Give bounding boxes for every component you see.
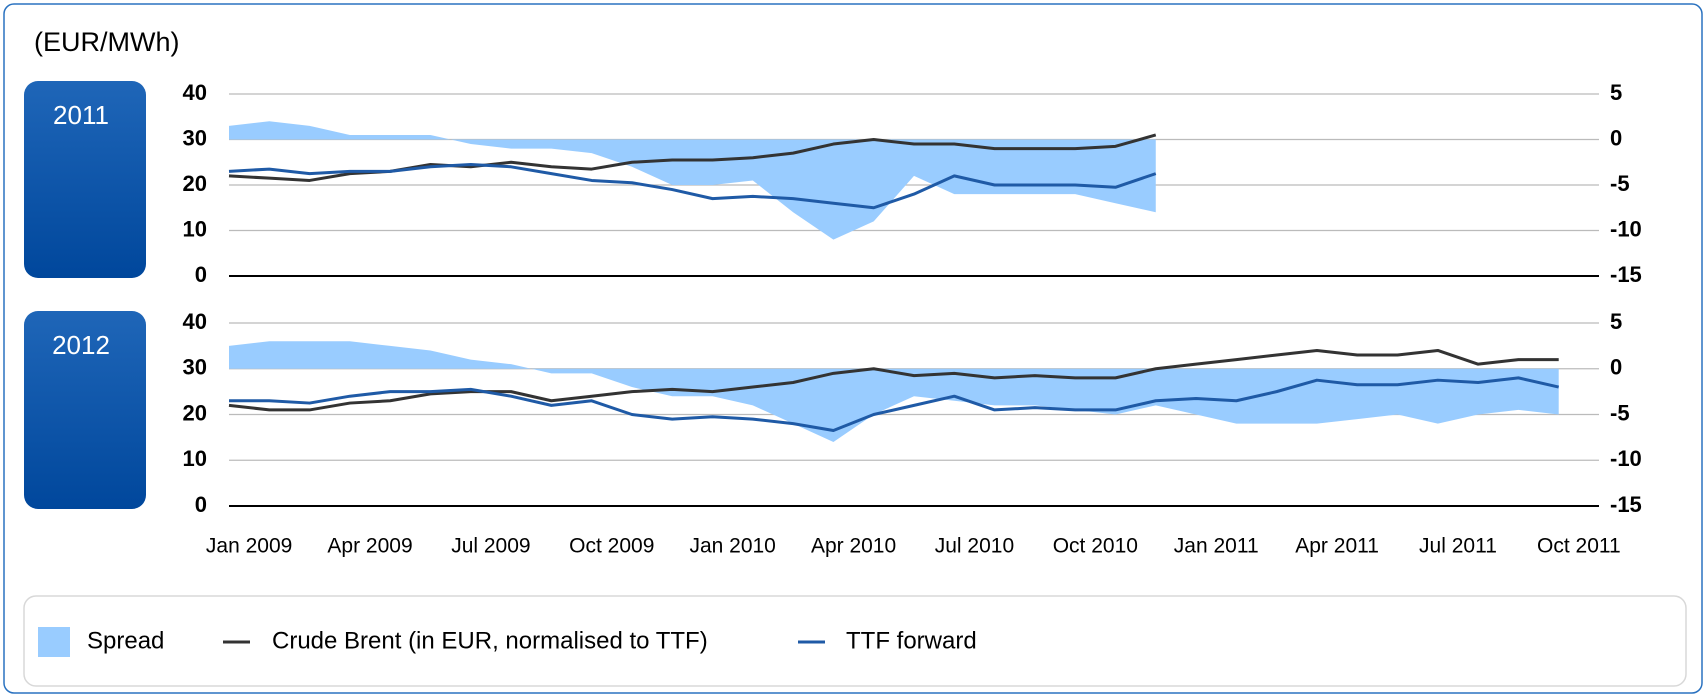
x-tick-label: Jul 2010 xyxy=(935,535,1014,558)
legend-label: TTF forward xyxy=(846,627,977,654)
legend-label: Crude Brent (in EUR, normalised to TTF) xyxy=(272,627,708,654)
series-line xyxy=(228,348,1559,412)
panel-box xyxy=(24,81,146,278)
panel-label: 2012 xyxy=(52,330,110,360)
x-tick-label: Oct 2009 xyxy=(569,535,654,558)
spread-area xyxy=(229,121,1156,240)
spread-area xyxy=(229,341,1559,442)
y2-tick-label: 5 xyxy=(1610,80,1622,105)
y2-tick-label: 5 xyxy=(1610,309,1622,334)
y2-tick-label: -10 xyxy=(1610,216,1642,241)
y2-tick-label: 0 xyxy=(1610,125,1622,150)
y2-tick-label: -5 xyxy=(1610,400,1630,425)
y-tick-label: 20 xyxy=(183,171,207,196)
frame xyxy=(3,3,1703,694)
x-tick-label: Apr 2009 xyxy=(327,535,412,558)
unit-label: (EUR/MWh) xyxy=(34,27,179,57)
x-tick-label: Apr 2011 xyxy=(1295,535,1379,558)
y-tick-label: 20 xyxy=(183,400,207,425)
y-tick-label: 10 xyxy=(183,446,207,471)
legend-box xyxy=(23,595,1687,687)
x-tick-label: Jan 2009 xyxy=(206,535,292,558)
panel-box xyxy=(24,311,146,509)
x-tick-label: Jan 2010 xyxy=(689,535,775,558)
y2-tick-label: 0 xyxy=(1610,355,1622,380)
x-tick-label: Jan 2011 xyxy=(1174,535,1259,558)
y2-tick-label: -15 xyxy=(1610,492,1642,517)
y-tick-label: 40 xyxy=(183,309,207,334)
x-tick-label: Oct 2011 xyxy=(1537,535,1621,558)
y2-tick-label: -15 xyxy=(1610,262,1642,287)
x-tick-label: Oct 2010 xyxy=(1053,535,1138,558)
series-line xyxy=(228,163,1157,210)
y-tick-label: 30 xyxy=(183,355,207,380)
y2-tick-label: -5 xyxy=(1610,171,1630,196)
y2-tick-label: -10 xyxy=(1610,446,1642,471)
y-tick-label: 30 xyxy=(183,125,207,150)
legend-swatch xyxy=(38,627,70,657)
y-tick-label: 0 xyxy=(195,492,207,517)
x-tick-label: Jul 2009 xyxy=(451,535,530,558)
y-tick-label: 10 xyxy=(183,216,207,241)
x-tick-label: Jul 2011 xyxy=(1419,535,1497,558)
y-tick-label: 40 xyxy=(183,80,207,105)
x-tick-label: Apr 2010 xyxy=(811,535,896,558)
plots: 0 10 20 30 40 -15 -10 -5 0 5 0 10 20 30 40 -15 -10 -5 0 5 Ja… xyxy=(183,80,1642,558)
legend: Spread Crude Brent (in EUR, normalised to… xyxy=(38,627,977,657)
series-line xyxy=(229,376,1560,433)
y-tick-label: 0 xyxy=(195,262,207,287)
panel-label: 2011 xyxy=(53,100,109,130)
legend-label: Spread xyxy=(87,627,164,654)
